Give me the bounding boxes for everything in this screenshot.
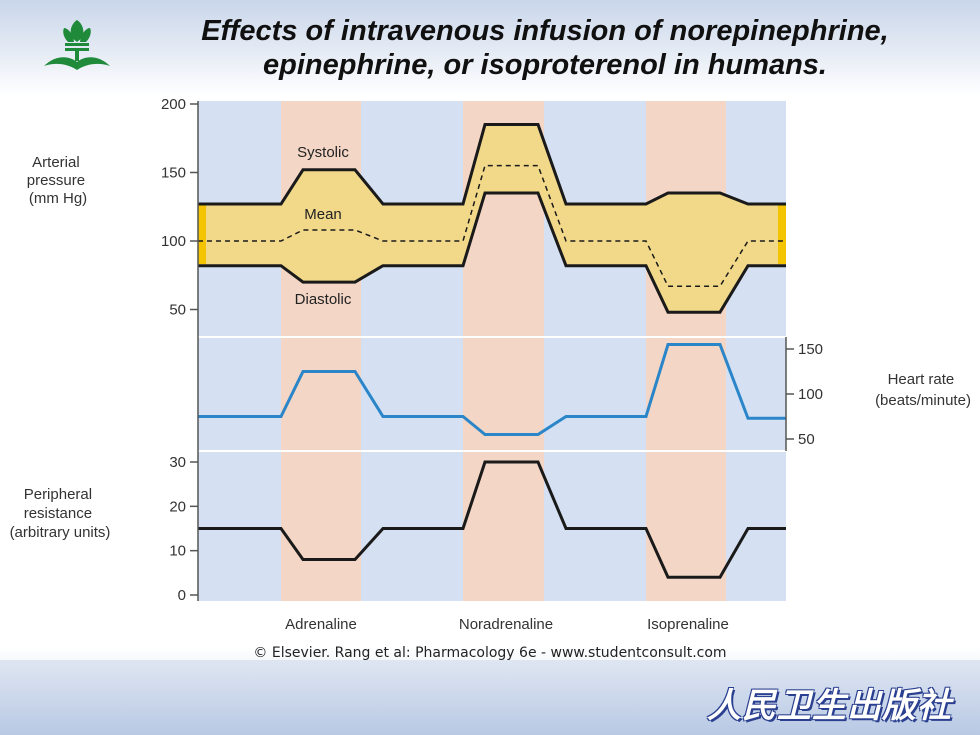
diastolic-line bbox=[198, 191, 786, 314]
heart-rate-tick-150-label: 150 bbox=[798, 341, 823, 358]
heart-rate-ylabel: Heart rate (beats/minute) bbox=[875, 371, 971, 409]
band-isoprenaline bbox=[646, 101, 726, 601]
copyright-credit: © Elsevier. Rang et al: Pharmacology 6e … bbox=[253, 645, 727, 661]
resistance-tick-0-label: 0 bbox=[178, 587, 186, 604]
resistance-tick-20-label: 20 bbox=[169, 498, 186, 515]
footer-band bbox=[0, 660, 980, 735]
heart-rate-tick-100-label: 100 bbox=[798, 386, 823, 403]
category-label-adrenaline: Adrenaline bbox=[285, 616, 357, 633]
resistance-tick-10-label: 10 bbox=[169, 543, 186, 560]
slide-title: Effects of intravenous infusion of norep… bbox=[120, 14, 970, 82]
heart-rate-line bbox=[198, 343, 786, 436]
annotation-diastolic: Diastolic bbox=[295, 291, 352, 308]
arterial-tick-200-label: 200 bbox=[161, 96, 186, 113]
arterial-tick-150-label: 150 bbox=[161, 165, 186, 182]
category-label-isoprenaline: Isoprenaline bbox=[647, 616, 729, 633]
systolic-line bbox=[198, 123, 786, 206]
arterial-tick-50-label: 50 bbox=[169, 302, 186, 319]
title-line-2: epinephrine, or isoproterenol in humans. bbox=[263, 49, 827, 81]
resistance-line bbox=[198, 460, 786, 579]
heart-rate-tick-50-label: 50 bbox=[798, 431, 815, 448]
title-line-1: Effects of intravenous infusion of norep… bbox=[201, 15, 889, 47]
category-label-noradrenaline: Noradrenaline bbox=[459, 616, 553, 633]
resistance-ylabel: Peripheral resistance (arbitrary units) bbox=[10, 486, 111, 541]
arterial-tick-100-label: 100 bbox=[161, 233, 186, 250]
pressure-edge-left bbox=[198, 203, 206, 264]
annotation-systolic: Systolic bbox=[297, 144, 349, 161]
pressure-edge-right bbox=[778, 203, 786, 264]
plant-logo-icon bbox=[44, 20, 110, 70]
arterial-ylabel: Arterial pressure (mm Hg) bbox=[27, 154, 90, 207]
resistance-tick-30-label: 30 bbox=[169, 454, 186, 471]
publisher-logo-text: 人民卫生出版社 bbox=[707, 686, 952, 726]
annotation-mean: Mean bbox=[304, 206, 342, 223]
